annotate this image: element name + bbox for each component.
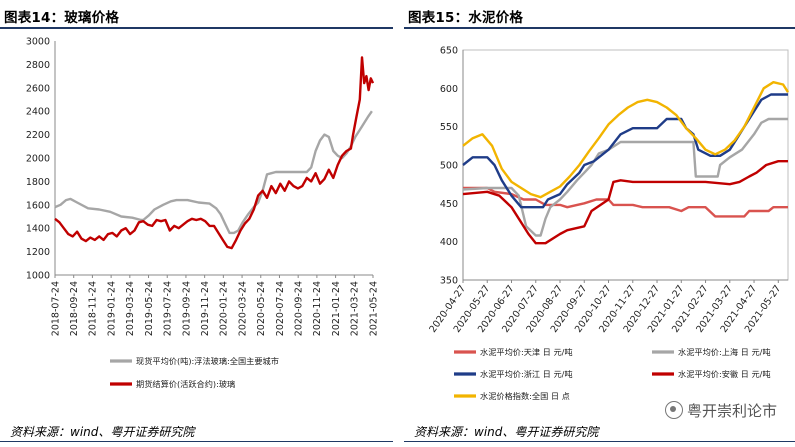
y-tick-label: 1600: [26, 200, 50, 211]
legend-label: 水泥平均价:安徽 日 元/吨: [678, 369, 771, 379]
bottom-rule: [0, 441, 393, 442]
legend-label: 现货平均价(吨):浮法玻璃:全国主要城市: [136, 356, 279, 366]
x-tick-label: 2020-05-24: [256, 281, 267, 336]
x-tick-label: 2018-11-24: [88, 281, 99, 336]
glass-price-panel: 图表14：玻璃价格 1000 1200 1400 1600 1800 2000 2200 24…: [0, 0, 393, 447]
series-line: [462, 117, 788, 237]
y-tick-label: 600: [440, 84, 458, 95]
chart-title: 图表14：玻璃价格: [4, 10, 120, 26]
cement-price-chart: 3504004505005506006502020-04-272020-05-2…: [427, 46, 790, 401]
y-tick-label: 1400: [26, 224, 50, 235]
series-line: [54, 110, 373, 235]
glass-price-chart: 1000 1200 1400 1600 1800 2000 2200 2400 2600 2800…: [26, 37, 380, 390]
source-note: 资料来源：wind、粤开证券研究院: [414, 425, 599, 439]
x-tick-label: 2020-01-24: [219, 281, 230, 336]
y-tick-label: 350: [440, 276, 458, 287]
y-tick-label: 2600: [26, 83, 50, 94]
x-tick-label: 2020-03-24: [237, 281, 248, 336]
y-tick-label: 1200: [26, 247, 50, 258]
x-tick-label: 2019-03-24: [125, 281, 136, 336]
plot-frame: [462, 49, 789, 281]
x-tick-label: 2021-01-24: [331, 281, 342, 336]
source-note: 资料来源：wind、粤开证券研究院: [10, 425, 195, 439]
x-tick-label: 2020-09-24: [294, 281, 305, 336]
wechat-icon: [664, 401, 683, 419]
x-tick-label: 2018-07-24: [50, 281, 61, 336]
x-tick-label: 2018-09-24: [69, 281, 80, 336]
y-tick-label: 550: [440, 122, 458, 133]
x-tick-label: 2020-11-24: [312, 281, 323, 336]
x-tick-label: 2019-07-24: [163, 281, 174, 336]
legend-label: 水泥价格指数:全国 日 点: [480, 391, 570, 401]
series-line: [54, 56, 375, 250]
y-tick-label: 650: [440, 46, 458, 57]
x-tick-label: 2021-03-24: [350, 281, 361, 336]
x-tick-label: 2019-09-24: [181, 281, 192, 336]
watermark-text: 粤开崇利论市: [686, 402, 777, 420]
x-tick-label: 2019-01-24: [106, 281, 117, 336]
y-tick-label: 400: [440, 237, 458, 248]
cement-price-panel: 图表15：水泥价格 350 400 450 500 550 600 650 2020-04-2…: [404, 0, 795, 447]
y-tick-label: 2000: [26, 154, 50, 165]
bottom-rule: [404, 441, 795, 442]
y-tick-label: 450: [440, 199, 458, 210]
series-line: [462, 81, 790, 199]
series-line: [462, 160, 788, 245]
y-tick-label: 500: [440, 161, 458, 172]
chart-title: 图表15：水泥价格: [408, 10, 524, 26]
watermark: 粤开崇利论市: [664, 400, 777, 421]
legend-label: 期货结算价(活跃合约):玻璃: [136, 379, 235, 389]
x-tick-label: 2019-05-24: [144, 281, 155, 336]
y-tick-label: 2200: [26, 130, 50, 141]
x-tick-label: 2021-05-24: [368, 281, 379, 336]
x-tick-label: 2019-11-24: [200, 281, 211, 336]
x-tick-label: 2020-07-24: [275, 281, 286, 336]
legend-label: 水泥平均价:天津 日 元/吨: [480, 347, 573, 357]
y-tick-label: 3000: [26, 37, 50, 48]
y-tick-label: 2400: [26, 107, 50, 118]
title-rule: [404, 27, 795, 29]
series-line: [463, 186, 788, 218]
legend-label: 水泥平均价:浙江 日 元/吨: [480, 369, 573, 379]
title-rule: [0, 27, 393, 29]
legend-label: 水泥平均价:上海 日 元/吨: [678, 347, 771, 357]
y-tick-label: 2800: [26, 60, 50, 71]
y-tick-label: 1800: [26, 177, 50, 188]
y-tick-label: 1000: [26, 271, 50, 282]
